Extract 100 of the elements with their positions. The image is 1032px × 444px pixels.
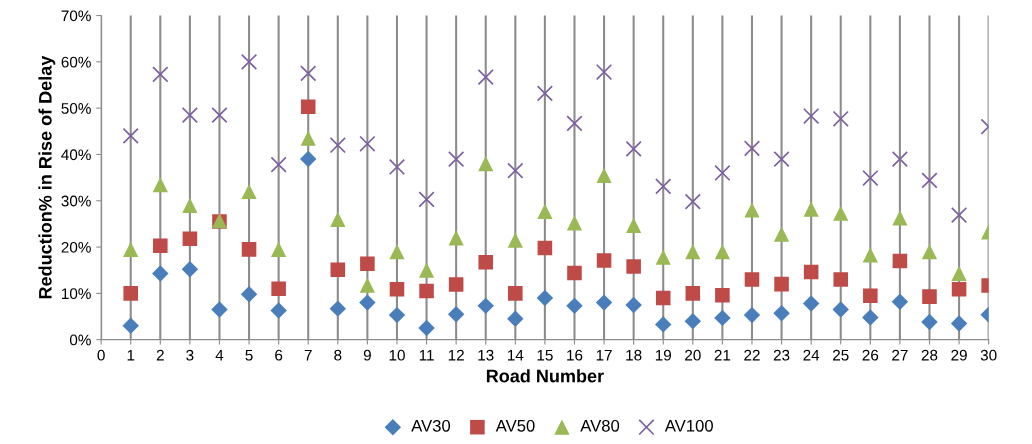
x-tick-label: 11	[419, 349, 434, 361]
point	[862, 309, 879, 326]
point	[684, 193, 701, 210]
x-tick-label: 1	[127, 349, 135, 361]
point	[862, 169, 879, 187]
x-tick-label: 5	[245, 349, 253, 361]
point	[566, 215, 583, 231]
point	[508, 286, 523, 301]
point	[152, 66, 169, 83]
y-tick-label: 30%	[61, 195, 91, 207]
point	[625, 140, 642, 158]
y-tick-label: 0%	[69, 334, 91, 346]
x-tick-label: 14	[507, 349, 524, 361]
point	[330, 262, 346, 278]
point	[359, 277, 375, 293]
point	[832, 110, 849, 127]
point	[240, 53, 258, 70]
point	[655, 178, 672, 195]
point	[685, 244, 701, 260]
point	[360, 256, 375, 272]
y-tick-label: 10%	[62, 288, 91, 300]
point	[773, 226, 790, 242]
point	[329, 137, 346, 154]
point	[685, 286, 701, 301]
x-tick-label: 8	[334, 349, 342, 361]
point	[123, 286, 138, 301]
point	[921, 313, 938, 331]
point	[418, 319, 435, 337]
point	[300, 150, 317, 168]
y-tick-label: 70%	[61, 10, 91, 22]
y-tick-label: 60%	[61, 56, 91, 68]
point	[921, 244, 938, 260]
point	[271, 241, 287, 257]
point	[950, 315, 968, 332]
point	[832, 301, 849, 318]
point	[418, 262, 435, 278]
point	[803, 201, 819, 217]
point	[536, 289, 554, 307]
point	[182, 197, 198, 213]
x-tick-label: 9	[363, 349, 371, 361]
point	[359, 294, 376, 311]
x-tick-label: 21	[714, 349, 731, 361]
point	[271, 281, 286, 297]
point	[891, 293, 909, 310]
point	[448, 150, 465, 168]
x-axis-title: Road Number	[486, 369, 604, 383]
point	[329, 300, 347, 317]
point	[241, 242, 257, 257]
x-tick-label: 13	[478, 349, 494, 361]
x-tick-label: 17	[596, 349, 612, 361]
point	[388, 306, 406, 324]
point	[152, 176, 168, 193]
point	[537, 240, 553, 256]
x-tick-label: 26	[862, 349, 879, 361]
legend-label: AV50	[495, 419, 535, 432]
point	[507, 162, 524, 179]
legend-label: AV80	[580, 419, 620, 432]
point	[477, 69, 494, 86]
point	[300, 65, 317, 82]
point	[330, 211, 346, 227]
point	[182, 231, 198, 246]
point	[684, 312, 702, 330]
x-tick-label: 30	[980, 349, 997, 361]
point	[773, 150, 790, 168]
point	[892, 253, 908, 269]
point	[892, 210, 908, 226]
x-tick-label: 12	[448, 349, 464, 361]
legend-label: AV100	[664, 419, 713, 432]
point	[833, 272, 849, 287]
point	[241, 183, 257, 200]
point	[715, 287, 730, 303]
point	[744, 272, 760, 287]
point	[211, 301, 228, 318]
point	[951, 281, 967, 297]
point	[389, 281, 405, 297]
legend-label: AV30	[411, 419, 451, 432]
x-tick-label: 18	[626, 349, 642, 361]
point	[270, 156, 287, 173]
x-tick-label: 29	[951, 349, 967, 361]
point	[181, 106, 199, 124]
x-tick-label: 10	[389, 349, 405, 361]
point	[655, 290, 671, 306]
point	[418, 191, 435, 208]
point	[152, 265, 169, 282]
point	[863, 288, 878, 303]
point	[626, 259, 641, 274]
x-tick-label: 19	[655, 349, 672, 361]
x-tick-label: 28	[921, 349, 938, 361]
point	[300, 99, 316, 115]
point	[477, 297, 494, 315]
point	[655, 249, 671, 265]
point	[537, 203, 553, 220]
point	[803, 264, 819, 280]
x-tick-label: 23	[773, 349, 790, 361]
point	[122, 127, 139, 145]
x-tick-label: 24	[803, 349, 820, 361]
point	[922, 289, 937, 304]
x-tick-label: 25	[833, 349, 849, 361]
point	[478, 156, 494, 172]
x-tick-label: 6	[275, 349, 283, 361]
